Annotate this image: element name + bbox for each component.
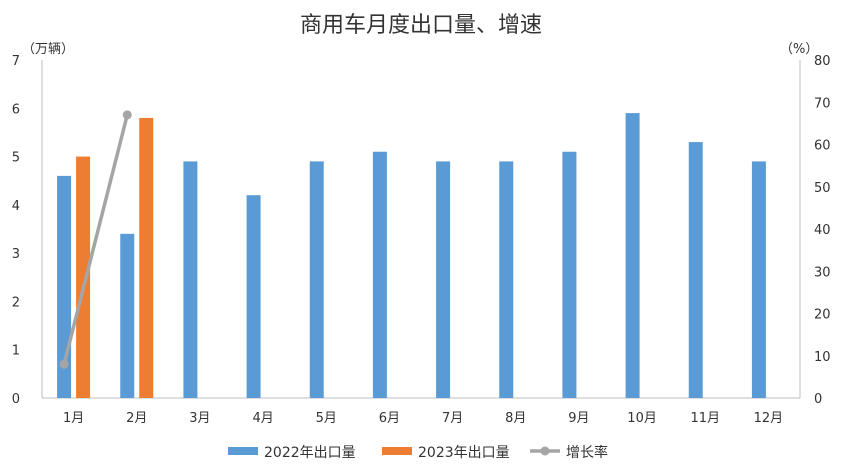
y-left-tick-label: 7 bbox=[12, 54, 20, 69]
y-right-tick-label: 0 bbox=[814, 392, 822, 407]
y-right-ticks: 0 10 20 30 40 50 60 70 80 bbox=[814, 54, 831, 407]
y-right-tick-label: 10 bbox=[814, 350, 831, 365]
y-left-unit: （万辆） bbox=[22, 42, 74, 57]
bar-2022 bbox=[562, 151, 577, 398]
bars bbox=[57, 113, 766, 398]
bar-2022 bbox=[183, 161, 198, 398]
bar-2023 bbox=[139, 117, 154, 398]
y-right-tick-label: 80 bbox=[814, 54, 831, 69]
x-ticks: 1月 2月 3月 4月 5月 6月 7月 8月 9月 10月 11月 12月 bbox=[63, 411, 783, 426]
y-right-tick-label: 60 bbox=[814, 139, 831, 154]
bar-2022 bbox=[120, 233, 135, 398]
x-tick-label: 3月 bbox=[189, 411, 210, 426]
growth-point bbox=[122, 110, 132, 120]
legend-swatch bbox=[382, 447, 412, 455]
y-left-ticks: 0 1 2 3 4 5 6 7 bbox=[12, 54, 20, 407]
y-left-tick-label: 6 bbox=[12, 102, 20, 117]
legend: 2022年出口量 2023年出口量 增长率 bbox=[228, 444, 608, 461]
y-right-tick-label: 20 bbox=[814, 308, 831, 323]
x-tick-label: 12月 bbox=[754, 411, 784, 426]
bar-2023 bbox=[76, 156, 91, 398]
chart-title: 商用车月度出口量、增速 bbox=[300, 13, 542, 38]
bar-2022 bbox=[751, 161, 766, 398]
legend-marker bbox=[540, 446, 550, 456]
bar-2022 bbox=[57, 175, 72, 398]
x-tick-label: 11月 bbox=[690, 411, 720, 426]
bar-2022 bbox=[499, 161, 514, 398]
x-tick-label: 9月 bbox=[568, 411, 589, 426]
y-left-tick-label: 1 bbox=[12, 344, 20, 359]
x-tick-label: 5月 bbox=[316, 411, 337, 426]
bar-2022 bbox=[625, 113, 640, 398]
x-tick-label: 10月 bbox=[627, 411, 657, 426]
legend-label: 2023年出口量 bbox=[418, 445, 510, 461]
y-right-tick-label: 40 bbox=[814, 223, 831, 238]
bar-2022 bbox=[372, 151, 387, 398]
x-tick-label: 1月 bbox=[63, 411, 84, 426]
y-right-unit: （%） bbox=[780, 42, 818, 57]
y-right-tick-label: 70 bbox=[814, 96, 831, 111]
growth-line bbox=[59, 110, 132, 369]
y-left-tick-label: 2 bbox=[12, 295, 20, 310]
bar-2022 bbox=[688, 142, 703, 398]
y-left-tick-label: 5 bbox=[12, 151, 20, 166]
bar-2022 bbox=[436, 161, 451, 398]
bar-2022 bbox=[309, 161, 324, 398]
legend-swatch bbox=[228, 447, 258, 455]
x-tick-label: 7月 bbox=[442, 411, 463, 426]
y-left-tick-label: 3 bbox=[12, 247, 20, 262]
x-tick-label: 2月 bbox=[126, 411, 147, 426]
y-left-tick-label: 4 bbox=[12, 199, 20, 214]
legend-label: 2022年出口量 bbox=[264, 445, 356, 461]
legend-label: 增长率 bbox=[566, 444, 608, 461]
x-tick-label: 6月 bbox=[379, 411, 400, 426]
y-left-tick-label: 0 bbox=[12, 392, 20, 407]
x-tick-label: 4月 bbox=[252, 411, 273, 426]
y-right-tick-label: 30 bbox=[814, 265, 831, 280]
growth-line-path bbox=[62, 114, 129, 365]
growth-point bbox=[59, 359, 69, 369]
x-tick-label: 8月 bbox=[505, 411, 526, 426]
axes bbox=[41, 60, 801, 399]
bar-2022 bbox=[246, 195, 261, 398]
y-right-tick-label: 50 bbox=[814, 181, 831, 196]
